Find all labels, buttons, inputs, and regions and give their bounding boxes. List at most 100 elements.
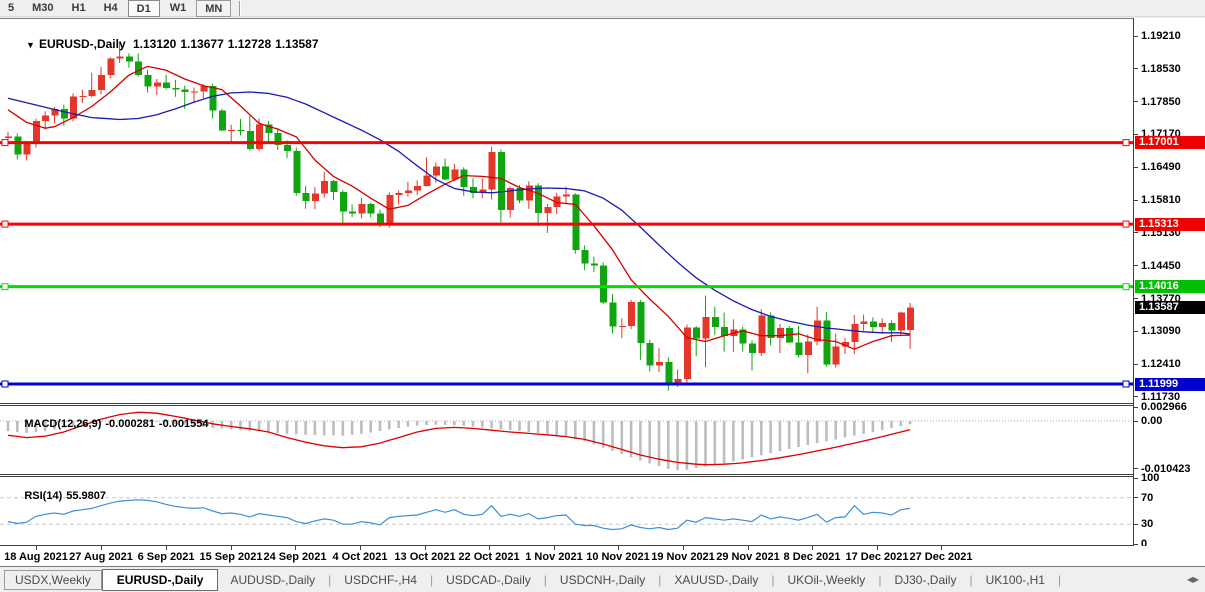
- price-tag-1.11999: 1.11999: [1135, 377, 1205, 391]
- price-tick: [1134, 35, 1138, 37]
- price-tick-label: 1.18530: [1141, 62, 1181, 75]
- price-tick: [1134, 298, 1138, 300]
- timeframe-button-w1[interactable]: W1: [169, 1, 187, 14]
- date-tick: [231, 546, 232, 550]
- timeframe-button-mn[interactable]: MN: [196, 0, 232, 17]
- rsi-value: 55.9807: [66, 490, 107, 502]
- price-tag-1.15313: 1.15313: [1135, 217, 1205, 231]
- tab-audusd-daily[interactable]: AUDUSD-,Daily: [230, 572, 316, 587]
- rsi-axis-label: 100: [1141, 472, 1160, 484]
- date-tick: [425, 546, 426, 550]
- rsi-axis-tick: [1134, 497, 1138, 499]
- price-tag-1.13587: 1.13587: [1135, 300, 1205, 314]
- timeframe-button-h1[interactable]: H1: [71, 1, 86, 14]
- rsi-axis-label: 30: [1141, 518, 1154, 531]
- date-label: 10 Nov 2021: [586, 551, 650, 563]
- ohlc-open: 1.13120: [132, 37, 177, 51]
- rsi-axis-label: 70: [1141, 491, 1154, 504]
- timeframe-button-m30[interactable]: M30: [32, 1, 54, 14]
- tab-usdx-weekly[interactable]: USDX,Weekly: [4, 569, 102, 590]
- ohlc-high: 1.13677: [180, 37, 224, 51]
- price-tick-label: 1.15810: [1141, 194, 1181, 207]
- tab-ukoil-weekly[interactable]: UKOil-,Weekly: [787, 572, 866, 587]
- rsi-axis-tick: [1134, 523, 1138, 525]
- timeframe-button-h4[interactable]: H4: [103, 1, 118, 14]
- macd-axis-label: 0.002966: [1141, 401, 1187, 414]
- date-tick: [36, 546, 37, 550]
- date-label: 6 Sep 2021: [137, 551, 195, 563]
- date-axis: 18 Aug 2021 27 Aug 2021 6 Sep 2021 15 Sep 2…: [0, 546, 1205, 566]
- macd-name: MACD(12,26,9): [24, 418, 102, 430]
- symbol-tab-bar: USDX,Weekly EURUSD-,Daily AUDUSD-,Daily | US…: [0, 566, 1205, 592]
- tab-xauusd-daily[interactable]: XAUUSD-,Daily: [674, 572, 759, 587]
- tab-usdcad-daily[interactable]: USDCAD-,Daily: [446, 572, 531, 587]
- date-label: 24 Sep 2021: [263, 551, 327, 563]
- tab-separator: |: [658, 572, 662, 587]
- macd-axis-label: 0.00: [1141, 415, 1163, 427]
- price-tick-label: 1.19210: [1141, 30, 1181, 42]
- price-tick-label: 1.17850: [1141, 95, 1181, 108]
- date-label: 8 Dec 2021: [783, 551, 841, 563]
- date-tick: [877, 546, 878, 550]
- tab-separator: |: [429, 572, 434, 587]
- date-label: 18 Aug 2021: [4, 551, 68, 563]
- tab-eurusd-daily[interactable]: EURUSD-,Daily: [101, 568, 219, 591]
- tab-separator: |: [771, 572, 775, 587]
- date-tick: [166, 546, 167, 550]
- rsi-label: RSI(14) 55.9807: [6, 478, 110, 514]
- chart-dropdown-icon[interactable]: ▼: [26, 40, 35, 50]
- date-label: 22 Oct 2021: [458, 551, 520, 563]
- date-tick: [101, 546, 102, 550]
- tab-uk100-h1[interactable]: UK100-,H1: [985, 572, 1045, 587]
- macd-axis-tick: [1134, 468, 1138, 470]
- price-tick: [1134, 232, 1138, 234]
- tab-scroll-right-icon[interactable]: ▸: [1192, 572, 1199, 586]
- price-tick-label: 1.14450: [1141, 259, 1181, 272]
- price-tick-label: 1.13090: [1141, 325, 1181, 338]
- tab-dj30-daily[interactable]: DJ30-,Daily: [894, 572, 957, 587]
- rsi-axis-tick: [1134, 543, 1138, 545]
- price-tag-1.14016: 1.14016: [1135, 280, 1205, 294]
- date-label: 17 Dec 2021: [845, 551, 909, 563]
- tab-scroll-arrows: ◂▸: [1187, 572, 1199, 586]
- price-tick: [1134, 330, 1138, 332]
- chart-canvas[interactable]: [0, 18, 1133, 546]
- price-tick-label: 1.16490: [1141, 161, 1181, 174]
- date-tick: [360, 546, 361, 550]
- timeframe-button-d1[interactable]: D1: [127, 0, 160, 17]
- timeframe-toolbar: 5 M30 H1 H4 D1 W1 MN: [0, 0, 1205, 17]
- date-tick: [489, 546, 490, 550]
- tab-usdchf-h4[interactable]: USDCHF-,H4: [344, 572, 417, 587]
- chart-header: ▼ EURUSD-,Daily 1.13120 1.13677 1.12728 1.13…: [6, 23, 323, 65]
- timeframe-button-5[interactable]: 5: [8, 1, 15, 14]
- price-tick-label: 1.12410: [1141, 358, 1181, 371]
- date-tick: [295, 546, 296, 550]
- date-label: 27 Dec 2021: [909, 551, 973, 563]
- price-tick: [1134, 68, 1138, 70]
- price-tick: [1134, 363, 1138, 365]
- price-tick: [1134, 101, 1138, 103]
- date-label: 1 Nov 2021: [525, 551, 583, 563]
- date-label: 13 Oct 2021: [394, 551, 456, 563]
- price-tick: [1134, 133, 1138, 135]
- rsi-axis-tick: [1134, 477, 1138, 479]
- date-label: 19 Nov 2021: [651, 551, 715, 563]
- ohlc-low: 1.12728: [227, 37, 272, 51]
- tab-usdcnh-daily[interactable]: USDCNH-,Daily: [559, 572, 646, 587]
- date-tick: [748, 546, 749, 550]
- price-tick: [1134, 396, 1138, 398]
- tab-separator: |: [543, 572, 547, 587]
- symbol-title: EURUSD-,Daily: [38, 37, 126, 51]
- date-tick: [683, 546, 684, 550]
- macd-axis-label: -0.010423: [1141, 462, 1191, 475]
- macd-value-main: -0.000281: [105, 418, 155, 430]
- date-label: 4 Oct 2021: [332, 551, 388, 563]
- tab-scroll-left-icon[interactable]: ◂: [1186, 572, 1193, 586]
- tab-separator: |: [1057, 572, 1062, 587]
- date-tick: [941, 546, 942, 550]
- price-tick: [1134, 166, 1138, 168]
- date-tick: [618, 546, 619, 550]
- macd-value-signal: -0.001554: [158, 418, 209, 430]
- price-tick-label: 1.11730: [1141, 390, 1181, 403]
